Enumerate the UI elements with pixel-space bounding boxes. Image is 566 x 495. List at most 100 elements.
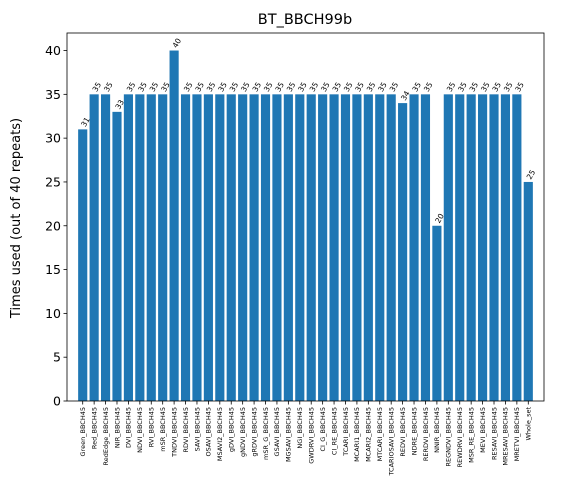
x-tick-label-RESAVI_BBCH45: RESAVI_BBCH45 [490, 407, 498, 460]
x-tick-label-gNDVI_BBCH45: gNDVI_BBCH45 [239, 407, 247, 457]
bar-TNDVI_BBCH45 [169, 50, 179, 402]
y-tick-label-15: 15 [45, 262, 61, 277]
data-label-DVI_BBCH45: 35 [125, 80, 138, 93]
bar-gNDVI_BBCH45 [238, 94, 248, 401]
bar-RESAVI_BBCH45 [489, 94, 499, 401]
x-tick-label-NDRE_BBCH45: NDRE_BBCH45 [410, 407, 418, 455]
data-label-RVI_BBCH45: 35 [148, 80, 161, 93]
x-tick-label-mSR_BBCH45: mSR_BBCH45 [159, 407, 167, 452]
x-tick-label-OSAVI_BBCH45: OSAVI_BBCH45 [205, 407, 213, 457]
bar-mSR_BBCH45 [158, 94, 168, 401]
bar-MRESAVI_BBCH45 [500, 94, 511, 401]
data-label-OSAVI_BBCH45: 35 [205, 80, 218, 93]
data-label-MCARI1_BBCH45: 35 [353, 80, 366, 93]
bar-Whole_set [523, 181, 533, 401]
bar-MGSAVI_BBCH45 [283, 94, 293, 401]
bar-RedEdge_BBCH45 [100, 94, 111, 401]
data-label-REWDRVI_BBCH45: 35 [456, 80, 469, 93]
data-label-RERDVI_BBCH45: 35 [422, 80, 435, 93]
data-label-MCARI2_BBCH45: 35 [365, 80, 378, 93]
data-label-NDRE_BBCH45: 35 [410, 80, 423, 93]
bar-gDVI_BBCH45 [226, 94, 236, 401]
bar-GSAVI_BBCH45 [272, 94, 282, 401]
data-label-RDVI_BBCH45: 35 [182, 80, 195, 93]
bar-TCARI_BBCH45 [340, 94, 351, 401]
x-tick-label-GWDRVI_BBCH45: GWDRVI_BBCH45 [308, 407, 316, 464]
x-tick-label-TCARIOSAVI_BBCH45: TCARIOSAVI_BBCH45 [387, 407, 395, 477]
data-label-Red_BBCH45: 35 [91, 80, 104, 93]
data-label-NNIR_BBCH45: 20 [433, 212, 446, 225]
data-label-REDVI_BBCH45: 34 [399, 89, 412, 102]
data-label-NGI_BBCH45: 35 [296, 80, 309, 93]
x-tick-label-NGI_BBCH45: NGI_BBCH45 [296, 407, 304, 449]
x-tick-label-NIR_BBCH45: NIR_BBCH45 [113, 407, 121, 448]
x-tick-label-CI_G_BBCH45: CI_G_BBCH45 [319, 407, 327, 452]
x-tick-label-CI_RE_BBCH45: CI_RE_BBCH45 [330, 407, 338, 455]
x-tick-label-SAVI_BBCH45: SAVI_BBCH45 [193, 407, 201, 451]
bar-NDRE_BBCH45 [409, 94, 419, 401]
data-label-Whole_set: 25 [525, 168, 538, 181]
data-labels-group: 3135353335353535403535353535353535353535… [79, 37, 537, 225]
bar-MCARI1_BBCH45 [352, 94, 362, 401]
bar-MSAVI2_BBCH45 [215, 94, 225, 401]
bar-RVI_BBCH45 [146, 94, 156, 401]
y-tick-label-0: 0 [53, 394, 61, 409]
data-label-GSAVI_BBCH45: 35 [273, 80, 286, 93]
y-tick-label-30: 30 [45, 131, 61, 146]
data-label-SAVI_BBCH45: 35 [193, 80, 206, 93]
x-tick-label-MSR_RE_BBCH45: MSR_RE_BBCH45 [467, 407, 475, 463]
bar-REDVI_BBCH45 [398, 103, 408, 401]
y-tick-label-40: 40 [45, 43, 61, 58]
x-tick-label-TCARI_BBCH45: TCARI_BBCH45 [342, 407, 350, 457]
x-tick-label-gDVI_BBCH45: gDVI_BBCH45 [228, 407, 236, 452]
data-label-MEVI_BBCH45: 35 [479, 80, 492, 93]
bar-REWDRVI_BBCH45 [455, 94, 465, 401]
data-label-NIR_BBCH45: 33 [113, 98, 126, 111]
data-label-TCARIOSAVI_BBCH45: 35 [388, 80, 401, 93]
x-tick-label-Whole_set: Whole_set [525, 407, 533, 441]
bar-OSAVI_BBCH45 [203, 94, 213, 401]
data-label-gNDVI_BBCH45: 35 [239, 80, 252, 93]
y-axis: 0 5 10 15 20 25 30 35 40 [45, 43, 67, 409]
bar-NGI_BBCH45 [295, 94, 305, 401]
y-tick-label-10: 10 [45, 306, 61, 321]
data-label-MTCARI_BBCH45: 35 [376, 80, 389, 93]
data-label-GWDRVI_BBCH45: 35 [308, 80, 321, 93]
x-tick-label-REDVI_BBCH45: REDVI_BBCH45 [399, 407, 407, 457]
bar-Green_BBCH45 [78, 129, 88, 401]
bar-gRDVI_BBCH45 [249, 94, 259, 401]
x-tick-label-TNDVI_BBCH45: TNDVI_BBCH45 [170, 407, 178, 458]
data-label-mSR_G_BBCH45: 35 [262, 80, 275, 93]
data-label-NDVI_BBCH45: 35 [136, 80, 149, 93]
x-tick-label-MTCARI_BBCH45: MTCARI_BBCH45 [376, 407, 384, 461]
data-label-CI_RE_BBCH45: 35 [331, 80, 344, 93]
data-label-RESAVI_BBCH45: 35 [490, 80, 503, 93]
x-tick-label-Green_BBCH45: Green_BBCH45 [79, 407, 87, 456]
bar-NNIR_BBCH45 [432, 225, 442, 401]
data-label-gDVI_BBCH45: 35 [228, 80, 241, 93]
data-label-RedEdge_BBCH45: 35 [102, 80, 115, 93]
y-tick-label-35: 35 [45, 87, 61, 102]
data-label-Green_BBCH45: 31 [79, 115, 92, 128]
x-tick-label-MCARI1_BBCH45: MCARI1_BBCH45 [353, 407, 361, 462]
x-tick-label-Red_BBCH45: Red_BBCH45 [90, 407, 98, 449]
x-tick-label-MRETVI_BBCH45: MRETVI_BBCH45 [513, 407, 521, 461]
data-label-MRETVI_BBCH45: 35 [513, 80, 526, 93]
bar-RERDVI_BBCH45 [420, 94, 431, 401]
bar-MTCARI_BBCH45 [375, 94, 385, 401]
y-axis-label: Times used (out of 40 repeats) [9, 118, 24, 319]
bar-MCARI2_BBCH45 [363, 94, 373, 401]
bar-REGNDVI_BBCH45 [443, 94, 453, 401]
x-tick-label-REWDRVI_BBCH45: REWDRVI_BBCH45 [456, 407, 464, 467]
data-label-MRESAVI_BBCH45: 35 [502, 80, 515, 93]
bar-mSR_G_BBCH45 [260, 94, 271, 401]
data-label-mSR_BBCH45: 35 [159, 80, 172, 93]
bar-MEVI_BBCH45 [478, 94, 488, 401]
bar-CI_G_BBCH45 [318, 94, 328, 401]
x-tick-label-RERDVI_BBCH45: RERDVI_BBCH45 [422, 407, 430, 461]
bar-MRETVI_BBCH45 [512, 94, 522, 401]
data-label-TNDVI_BBCH45: 40 [171, 37, 184, 50]
y-tick-label-20: 20 [45, 218, 61, 233]
x-tick-label-RVI_BBCH45: RVI_BBCH45 [148, 407, 156, 447]
